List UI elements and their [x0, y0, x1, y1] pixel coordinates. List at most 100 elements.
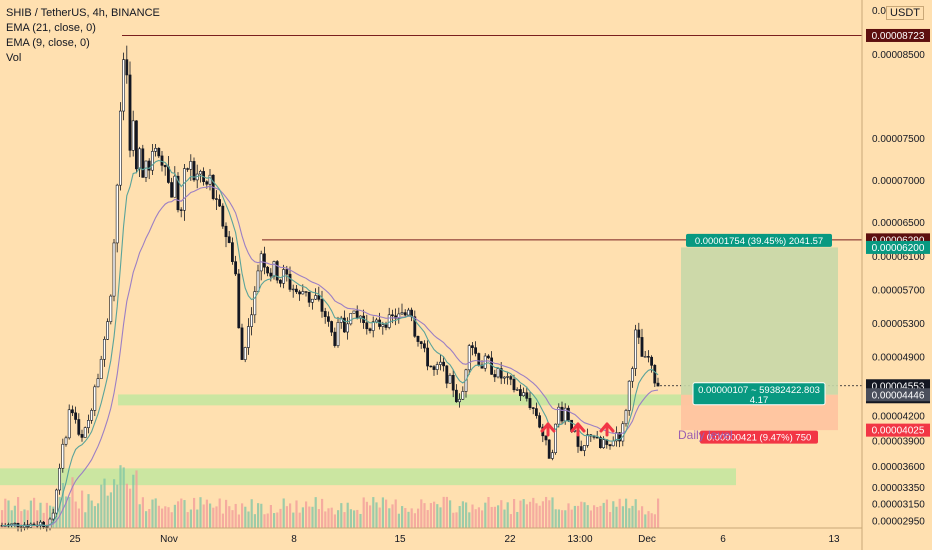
volume-bar	[305, 501, 308, 528]
volume-bar	[167, 507, 170, 528]
stop-price-tag-bg	[866, 423, 930, 437]
candle	[330, 320, 334, 337]
volume-bar	[93, 506, 96, 528]
candle	[630, 366, 634, 388]
volume-bar	[231, 510, 234, 528]
volume-bar	[65, 496, 68, 528]
volume-bar	[372, 497, 375, 528]
candle-body	[77, 419, 81, 435]
candle-body	[387, 314, 391, 328]
candle	[51, 508, 55, 522]
candle	[368, 327, 372, 334]
candle-body	[131, 120, 135, 151]
volume-bar	[321, 498, 324, 528]
candle	[451, 370, 455, 398]
candle	[163, 164, 167, 176]
candle	[454, 384, 458, 403]
candle	[355, 305, 359, 320]
candle	[560, 401, 564, 425]
candle-body	[301, 291, 305, 295]
candle-body	[646, 356, 650, 358]
volume-bar	[161, 508, 164, 528]
candle-body	[176, 175, 180, 211]
stop-price-tag-text: 0.00004025	[872, 426, 925, 437]
candle	[237, 269, 241, 329]
volume-bar	[353, 510, 356, 528]
volume-bar	[186, 512, 189, 528]
candle	[87, 414, 90, 434]
candle	[429, 365, 433, 368]
volume-bar	[330, 507, 333, 528]
volume-bar	[333, 514, 336, 528]
volume-bar	[551, 497, 554, 528]
volume-bar	[500, 500, 503, 528]
candle-body	[560, 406, 564, 422]
candle	[547, 439, 551, 459]
volume-bar	[599, 505, 602, 528]
volume-bar	[199, 497, 202, 528]
volume-bar	[442, 496, 445, 528]
candle-body	[355, 310, 359, 319]
candle-body	[269, 272, 273, 277]
candle-body	[429, 365, 433, 368]
candle	[144, 160, 148, 182]
candle	[141, 144, 145, 178]
target-badge-bg	[686, 233, 832, 247]
daily-level-zone	[0, 468, 736, 486]
volume-bar	[97, 503, 100, 528]
price-tick-label: 0.00003150	[872, 500, 925, 511]
volume-bar	[234, 503, 237, 528]
volume-bar	[260, 503, 263, 528]
candle-body	[416, 336, 420, 342]
volume-bar	[308, 506, 311, 528]
candle	[438, 354, 442, 371]
volume-bar	[609, 512, 612, 528]
candle	[634, 324, 638, 376]
volume-bar	[20, 511, 23, 528]
volume-bar	[157, 505, 160, 528]
volume-bar	[225, 499, 228, 528]
volume-bar	[519, 500, 522, 528]
volume-bar	[279, 508, 282, 528]
volume-bar	[311, 506, 314, 528]
stop-badge-text: 0.00000421 (9.47%) 750	[707, 433, 812, 444]
stop-badge-bg	[700, 430, 818, 444]
candle	[464, 368, 468, 398]
candle	[371, 316, 375, 338]
candle-body	[643, 356, 647, 358]
candle-body	[496, 368, 500, 378]
volume-bar	[122, 467, 125, 528]
candle-body	[320, 299, 324, 312]
volume-bar	[506, 502, 509, 528]
volume-bar	[148, 509, 151, 528]
price-tick-label: 0.00003900	[872, 437, 925, 448]
time-tick-label: 15	[394, 534, 406, 545]
candle	[474, 341, 478, 357]
candle-body	[170, 182, 174, 198]
candle	[253, 286, 257, 324]
legend-ema21: EMA (21, close, 0)	[6, 22, 96, 34]
volume-bar	[113, 479, 116, 528]
price-unit-label[interactable]: USDT	[886, 6, 924, 20]
candle-body	[467, 345, 471, 371]
candle	[432, 365, 436, 376]
candle	[531, 406, 535, 415]
candle	[192, 157, 196, 182]
candle-body	[151, 151, 154, 171]
volume-bar	[541, 501, 544, 528]
chart-legend: SHIB / TetherUS, 4h, BINANCE EMA (21, cl…	[6, 6, 160, 66]
candle	[643, 350, 647, 358]
candle-body	[183, 168, 186, 211]
candle	[614, 426, 618, 447]
candle	[496, 367, 500, 379]
candle-body	[486, 355, 490, 359]
candle-body	[640, 337, 644, 357]
volume-bar	[631, 505, 634, 528]
candle-body	[438, 361, 442, 365]
candle	[54, 488, 58, 517]
candle-body	[506, 376, 510, 378]
candle	[154, 144, 158, 157]
candle-body	[474, 347, 478, 354]
